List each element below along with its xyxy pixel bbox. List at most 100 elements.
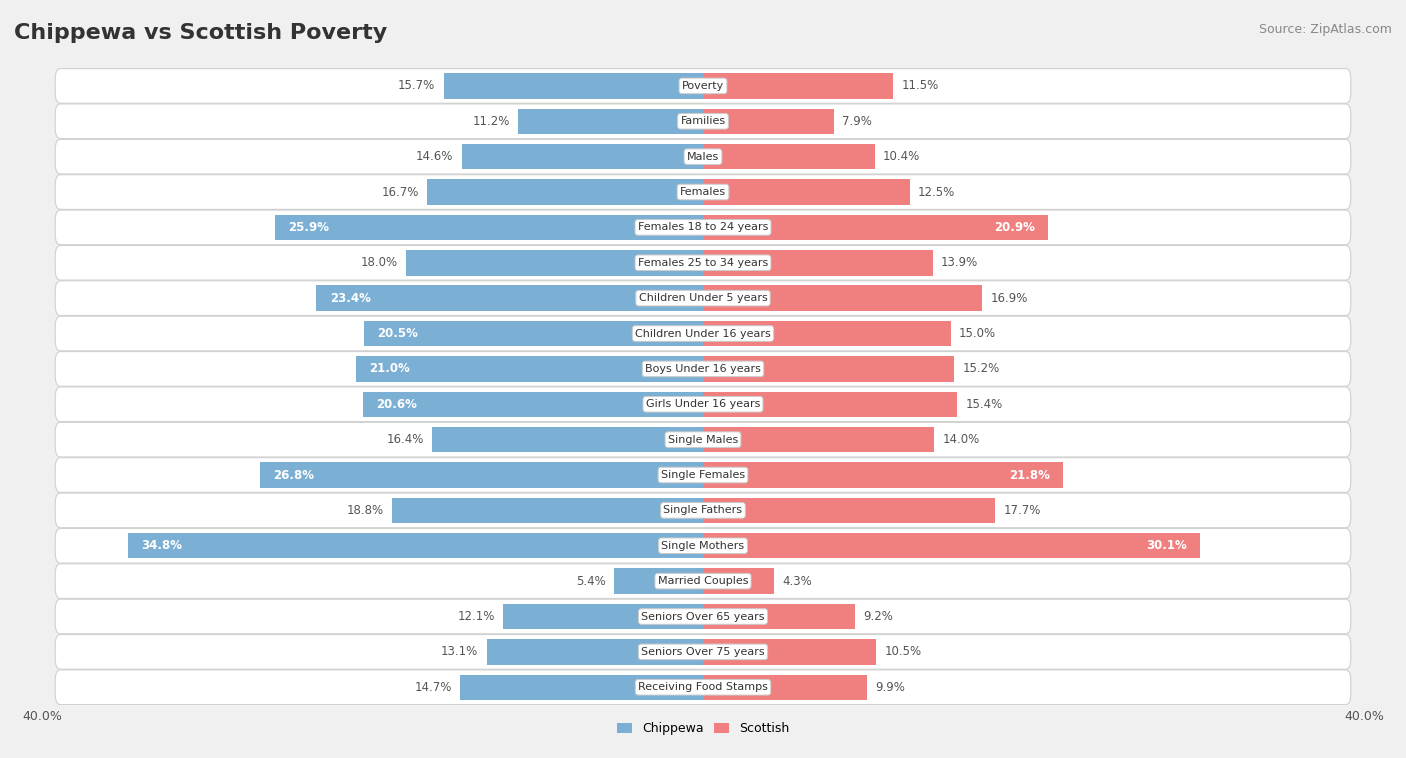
Text: 14.0%: 14.0% — [942, 433, 980, 446]
FancyBboxPatch shape — [55, 174, 1351, 209]
Text: 16.9%: 16.9% — [990, 292, 1028, 305]
Text: 23.4%: 23.4% — [329, 292, 371, 305]
Bar — [703, 215, 1049, 240]
Bar — [460, 675, 703, 700]
Bar — [356, 356, 703, 381]
Text: Boys Under 16 years: Boys Under 16 years — [645, 364, 761, 374]
Text: 26.8%: 26.8% — [273, 468, 315, 481]
Text: Source: ZipAtlas.com: Source: ZipAtlas.com — [1258, 23, 1392, 36]
Text: 13.9%: 13.9% — [941, 256, 979, 269]
Text: 11.2%: 11.2% — [472, 114, 510, 128]
Text: Receiving Food Stamps: Receiving Food Stamps — [638, 682, 768, 692]
Text: 34.8%: 34.8% — [141, 539, 183, 553]
Bar — [427, 180, 703, 205]
Text: 20.6%: 20.6% — [375, 398, 416, 411]
Bar — [703, 392, 957, 417]
Text: 21.8%: 21.8% — [1010, 468, 1050, 481]
Text: Children Under 5 years: Children Under 5 years — [638, 293, 768, 303]
FancyBboxPatch shape — [55, 493, 1351, 528]
FancyBboxPatch shape — [55, 564, 1351, 599]
Text: 12.1%: 12.1% — [457, 610, 495, 623]
Text: Females 18 to 24 years: Females 18 to 24 years — [638, 222, 768, 233]
Text: Families: Families — [681, 116, 725, 127]
Bar — [260, 462, 703, 487]
Bar — [703, 675, 866, 700]
Text: Poverty: Poverty — [682, 81, 724, 91]
Text: 14.6%: 14.6% — [416, 150, 454, 163]
Bar — [486, 639, 703, 665]
Bar — [703, 604, 855, 629]
Text: 16.7%: 16.7% — [381, 186, 419, 199]
FancyBboxPatch shape — [55, 316, 1351, 351]
Text: Single Mothers: Single Mothers — [661, 540, 745, 551]
Bar — [517, 108, 703, 134]
Text: 15.0%: 15.0% — [959, 327, 997, 340]
Bar — [276, 215, 703, 240]
Bar — [461, 144, 703, 169]
Text: 15.4%: 15.4% — [966, 398, 1002, 411]
Text: 9.9%: 9.9% — [875, 681, 904, 694]
Text: 18.8%: 18.8% — [347, 504, 384, 517]
FancyBboxPatch shape — [55, 387, 1351, 421]
Bar — [703, 250, 932, 275]
Text: 16.4%: 16.4% — [387, 433, 423, 446]
Bar — [444, 74, 703, 99]
Bar — [703, 74, 893, 99]
Text: 21.0%: 21.0% — [370, 362, 411, 375]
Text: 7.9%: 7.9% — [842, 114, 872, 128]
Text: Females 25 to 34 years: Females 25 to 34 years — [638, 258, 768, 268]
FancyBboxPatch shape — [55, 352, 1351, 387]
FancyBboxPatch shape — [55, 458, 1351, 493]
Bar — [703, 427, 934, 453]
FancyBboxPatch shape — [55, 422, 1351, 457]
Text: 15.2%: 15.2% — [962, 362, 1000, 375]
FancyBboxPatch shape — [55, 634, 1351, 669]
Text: 9.2%: 9.2% — [863, 610, 893, 623]
FancyBboxPatch shape — [55, 68, 1351, 103]
FancyBboxPatch shape — [55, 528, 1351, 563]
Text: 20.5%: 20.5% — [378, 327, 419, 340]
Text: 15.7%: 15.7% — [398, 80, 436, 92]
Text: 17.7%: 17.7% — [1004, 504, 1040, 517]
FancyBboxPatch shape — [55, 670, 1351, 705]
Bar — [703, 108, 834, 134]
Bar — [503, 604, 703, 629]
Bar — [703, 462, 1063, 487]
Bar — [703, 498, 995, 523]
Bar — [703, 639, 876, 665]
Legend: Chippewa, Scottish: Chippewa, Scottish — [612, 717, 794, 740]
Bar — [128, 533, 703, 559]
Bar — [703, 286, 983, 311]
Text: Children Under 16 years: Children Under 16 years — [636, 328, 770, 339]
Text: Males: Males — [688, 152, 718, 161]
Bar — [703, 568, 775, 594]
Bar — [703, 356, 955, 381]
Bar — [364, 321, 703, 346]
Text: 14.7%: 14.7% — [415, 681, 451, 694]
Text: 10.5%: 10.5% — [884, 645, 922, 659]
FancyBboxPatch shape — [55, 139, 1351, 174]
Bar — [703, 533, 1201, 559]
Text: Chippewa vs Scottish Poverty: Chippewa vs Scottish Poverty — [14, 23, 387, 42]
Bar — [316, 286, 703, 311]
FancyBboxPatch shape — [55, 210, 1351, 245]
Text: Females: Females — [681, 187, 725, 197]
Text: Single Fathers: Single Fathers — [664, 506, 742, 515]
Text: 25.9%: 25.9% — [288, 221, 329, 234]
Bar — [703, 180, 910, 205]
Text: 10.4%: 10.4% — [883, 150, 921, 163]
Text: 13.1%: 13.1% — [441, 645, 478, 659]
FancyBboxPatch shape — [55, 280, 1351, 315]
Text: 30.1%: 30.1% — [1146, 539, 1187, 553]
Text: Girls Under 16 years: Girls Under 16 years — [645, 399, 761, 409]
Text: 4.3%: 4.3% — [782, 575, 813, 587]
Text: Seniors Over 75 years: Seniors Over 75 years — [641, 647, 765, 657]
FancyBboxPatch shape — [55, 246, 1351, 280]
Bar — [614, 568, 703, 594]
Bar — [432, 427, 703, 453]
Text: 11.5%: 11.5% — [901, 80, 938, 92]
Bar — [703, 144, 875, 169]
Text: 20.9%: 20.9% — [994, 221, 1035, 234]
Text: 12.5%: 12.5% — [918, 186, 955, 199]
Bar — [363, 392, 703, 417]
